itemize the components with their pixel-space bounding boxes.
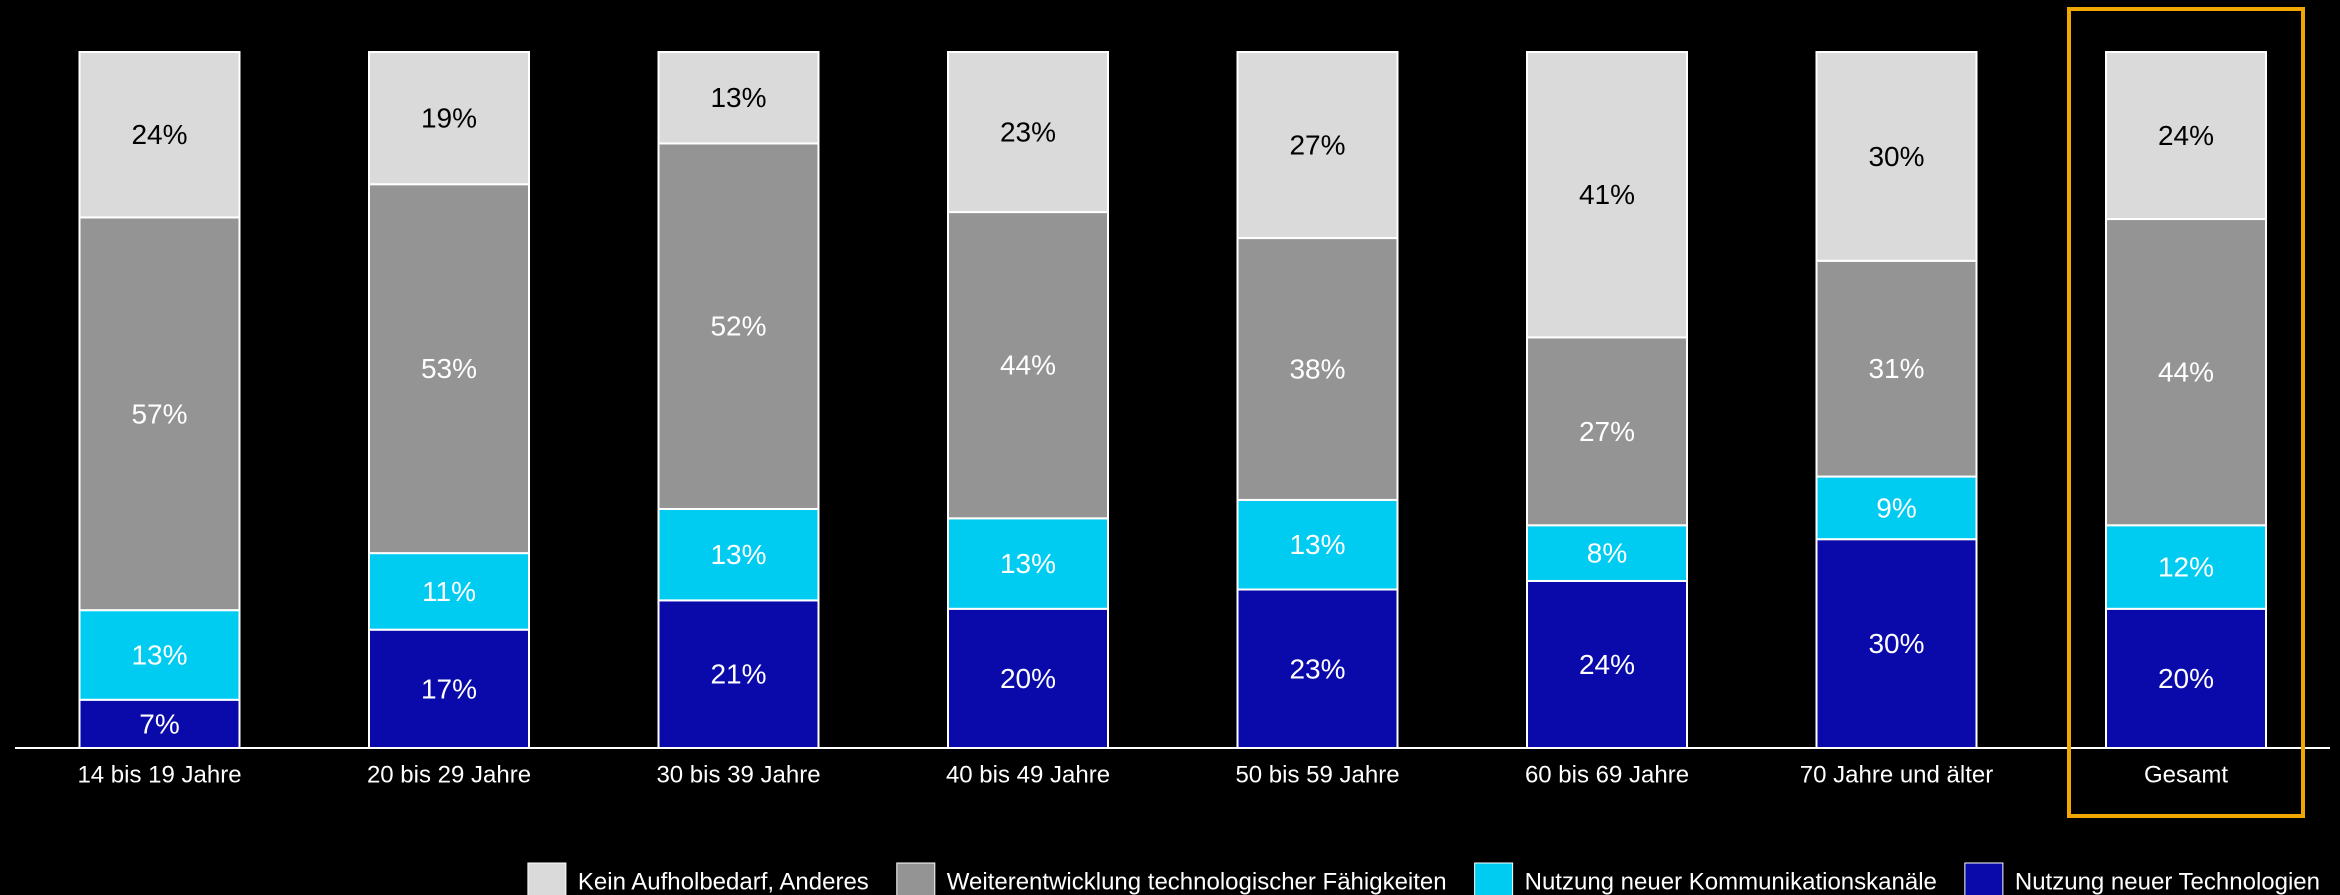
data-label: 23% — [1289, 653, 1345, 684]
bar-segment-nutzung-neuer-kommunikationskanaele-20-bis-29-jahre — [368, 552, 530, 631]
data-label: 38% — [1289, 353, 1345, 384]
category-label-20-bis-29-jahre: 20 bis 29 Jahre — [367, 762, 531, 789]
bar-segment-weiterentwicklung-technologischer-faehigkeiten-20-bis-29-jahre — [368, 183, 530, 555]
legend-label-kein-aufholbedarf-anderes: Kein Aufholbedarf, Anderes — [578, 869, 869, 895]
data-label: 52% — [710, 311, 766, 342]
bar-segment-kein-aufholbedarf-anderes-30-bis-39-jahre — [657, 51, 820, 145]
bar-segment-nutzung-neuer-technologien-14-bis-19-jahre — [78, 698, 241, 750]
bar-segment-kein-aufholbedarf-anderes-60-bis-69-jahre — [1526, 51, 1688, 339]
data-label: 24% — [131, 119, 187, 150]
bar-segment-weiterentwicklung-technologischer-faehigkeiten-30-bis-39-jahre — [657, 142, 820, 510]
bar-segment-nutzung-neuer-kommunikationskanaele-30-bis-39-jahre — [657, 507, 820, 602]
category-label-70-jahre-und-aelter: 70 Jahre und älter — [1800, 762, 1993, 789]
data-label: 13% — [710, 539, 766, 570]
bar-segment-nutzung-neuer-technologien-30-bis-39-jahre — [657, 599, 820, 750]
data-label: 20% — [1000, 663, 1056, 694]
bar-segment-kein-aufholbedarf-anderes-50-bis-59-jahre — [1236, 51, 1399, 240]
data-label: 13% — [1289, 529, 1345, 560]
data-label: 41% — [1579, 179, 1635, 210]
data-label: 17% — [421, 673, 477, 704]
bar-segment-nutzung-neuer-kommunikationskanaele-14-bis-19-jahre — [78, 609, 241, 701]
data-label: 13% — [1000, 548, 1056, 579]
bar-segment-nutzung-neuer-technologien-70-jahre-und-aelter — [1815, 538, 1978, 750]
bar-segment-weiterentwicklung-technologischer-faehigkeiten-14-bis-19-jahre — [78, 216, 241, 612]
data-label: 57% — [131, 398, 187, 429]
bar-segment-nutzung-neuer-kommunikationskanaele-gesamt — [2105, 524, 2267, 610]
data-label: 12% — [2158, 552, 2214, 583]
data-label: 24% — [1579, 649, 1635, 680]
data-label: 8% — [1587, 538, 1627, 569]
legend-swatch-kein-aufholbedarf-anderes — [527, 862, 567, 895]
legend-label-nutzung-neuer-technologien: Nutzung neuer Technologien — [2015, 869, 2320, 895]
legend-label-nutzung-neuer-kommunikationskanaele: Nutzung neuer Kommunikationskanäle — [1525, 869, 1937, 895]
legend-label-weiterentwicklung-technologischer-faehigkeiten: Weiterentwicklung technologischer Fähigk… — [947, 869, 1447, 895]
legend-swatch-nutzung-neuer-technologien — [1964, 862, 2004, 895]
data-label: 11% — [422, 576, 476, 607]
legend-swatch-weiterentwicklung-technologischer-faehigkeiten — [896, 862, 936, 895]
bar-segment-kein-aufholbedarf-anderes-14-bis-19-jahre — [78, 51, 241, 219]
bar-segment-weiterentwicklung-technologischer-faehigkeiten-gesamt — [2105, 218, 2267, 527]
category-label-50-bis-59-jahre: 50 bis 59 Jahre — [1235, 762, 1399, 789]
bar-segment-kein-aufholbedarf-anderes-70-jahre-und-aelter — [1815, 51, 1978, 262]
data-label: 27% — [1289, 130, 1345, 161]
data-label: 23% — [1000, 117, 1056, 148]
data-label: 21% — [710, 659, 766, 690]
category-label-gesamt: Gesamt — [2144, 762, 2228, 789]
data-label: 44% — [2158, 357, 2214, 388]
data-label: 9% — [1876, 492, 1916, 523]
legend-swatch-nutzung-neuer-kommunikationskanaele — [1474, 862, 1514, 895]
bars-group: 7% 13% 57% 24% 17% 11% 53% 19% 21% 13% 52% 13% 20% 13… — [78, 51, 2267, 750]
category-label-40-bis-49-jahre: 40 bis 49 Jahre — [946, 762, 1110, 789]
legend: Kein Aufholbedarf, Anderes Weiterentwickl… — [527, 862, 2320, 895]
bar-segment-kein-aufholbedarf-anderes-gesamt — [2105, 51, 2267, 221]
data-label: 31% — [1868, 353, 1924, 384]
data-label: 30% — [1868, 141, 1924, 172]
bar-segment-nutzung-neuer-technologien-gesamt — [2105, 607, 2267, 749]
data-label: 19% — [421, 103, 477, 134]
category-label-60-bis-69-jahre: 60 bis 69 Jahre — [1525, 762, 1689, 789]
data-label: 27% — [1579, 416, 1635, 447]
data-label: 20% — [2158, 663, 2214, 694]
data-label: 44% — [1000, 350, 1056, 381]
data-label: 30% — [1868, 628, 1924, 659]
bar-segment-weiterentwicklung-technologischer-faehigkeiten-50-bis-59-jahre — [1236, 237, 1399, 501]
bar-segment-kein-aufholbedarf-anderes-40-bis-49-jahre — [947, 51, 1109, 214]
data-label: 13% — [710, 82, 766, 113]
category-label-14-bis-19-jahre: 14 bis 19 Jahre — [77, 762, 241, 789]
highlight-frame — [2067, 7, 2305, 818]
category-label-30-bis-39-jahre: 30 bis 39 Jahre — [656, 762, 820, 789]
data-label: 7% — [139, 708, 179, 739]
data-label: 24% — [2158, 120, 2214, 151]
bar-segment-weiterentwicklung-technologischer-faehigkeiten-60-bis-69-jahre — [1526, 336, 1688, 527]
bar-segment-nutzung-neuer-technologien-60-bis-69-jahre — [1526, 579, 1688, 750]
bar-segment-nutzung-neuer-technologien-50-bis-59-jahre — [1236, 588, 1399, 749]
category-labels-group: 14 bis 19 Jahre 20 bis 29 Jahre 30 bis 39 … — [77, 762, 2228, 789]
data-label: 13% — [131, 639, 187, 670]
bar-segment-kein-aufholbedarf-anderes-20-bis-29-jahre — [368, 51, 530, 186]
data-label: 53% — [421, 353, 477, 384]
